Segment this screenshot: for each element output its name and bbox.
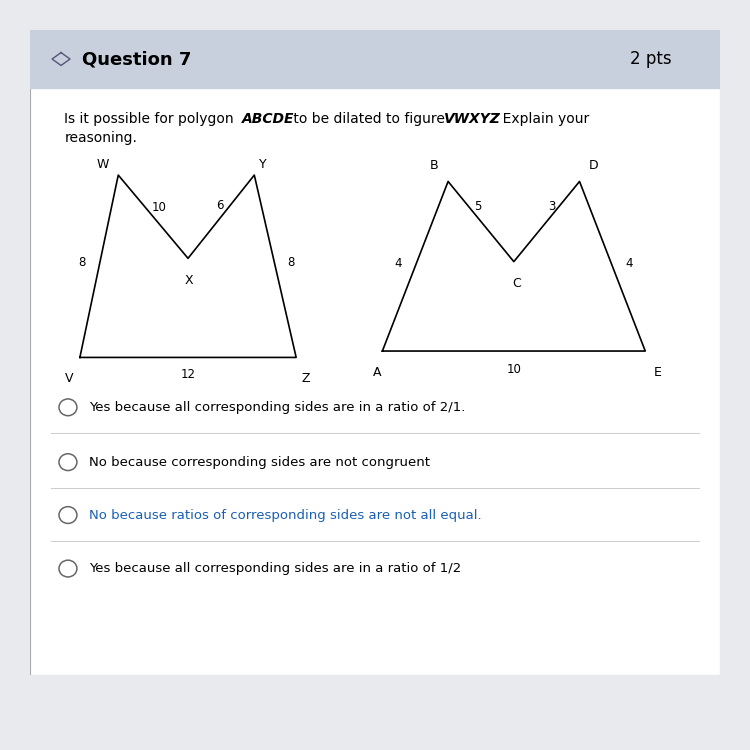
Text: Is it possible for polygon: Is it possible for polygon [64, 112, 238, 126]
Text: 2 pts: 2 pts [630, 50, 672, 68]
Text: Yes because all corresponding sides are in a ratio of 1/2: Yes because all corresponding sides are … [88, 562, 461, 575]
Text: Z: Z [302, 372, 310, 385]
Text: A: A [374, 367, 382, 380]
Text: ABCDE: ABCDE [242, 112, 294, 126]
Text: reasoning.: reasoning. [64, 130, 137, 145]
Text: 8: 8 [78, 256, 86, 268]
Text: VWXYZ: VWXYZ [444, 112, 501, 126]
Text: 10: 10 [506, 363, 521, 376]
FancyBboxPatch shape [30, 30, 720, 675]
Text: to be dilated to figure: to be dilated to figure [289, 112, 449, 126]
Text: 4: 4 [394, 256, 402, 270]
Bar [30, 30, 720, 88]
Text: No because ratios of corresponding sides are not all equal.: No because ratios of corresponding sides… [88, 509, 482, 521]
Text: X: X [185, 274, 194, 287]
Text: No because corresponding sides are not congruent: No because corresponding sides are not c… [88, 456, 430, 469]
Text: 5: 5 [474, 200, 481, 213]
Text: W: W [97, 158, 109, 171]
Text: 12: 12 [181, 368, 196, 381]
Text: V: V [65, 372, 74, 385]
Text: E: E [653, 367, 662, 380]
Text: Question 7: Question 7 [82, 50, 191, 68]
Text: 4: 4 [626, 256, 633, 270]
Text: 10: 10 [152, 201, 166, 214]
Text: B: B [430, 159, 438, 172]
Text: Y: Y [259, 158, 266, 171]
Text: 6: 6 [216, 199, 223, 212]
Text: C: C [512, 277, 520, 290]
Text: D: D [589, 159, 598, 172]
Text: 3: 3 [548, 200, 555, 213]
Text: 8: 8 [287, 256, 294, 268]
Text: ? Explain your: ? Explain your [491, 112, 590, 126]
Text: Yes because all corresponding sides are in a ratio of 2/1.: Yes because all corresponding sides are … [88, 400, 465, 414]
